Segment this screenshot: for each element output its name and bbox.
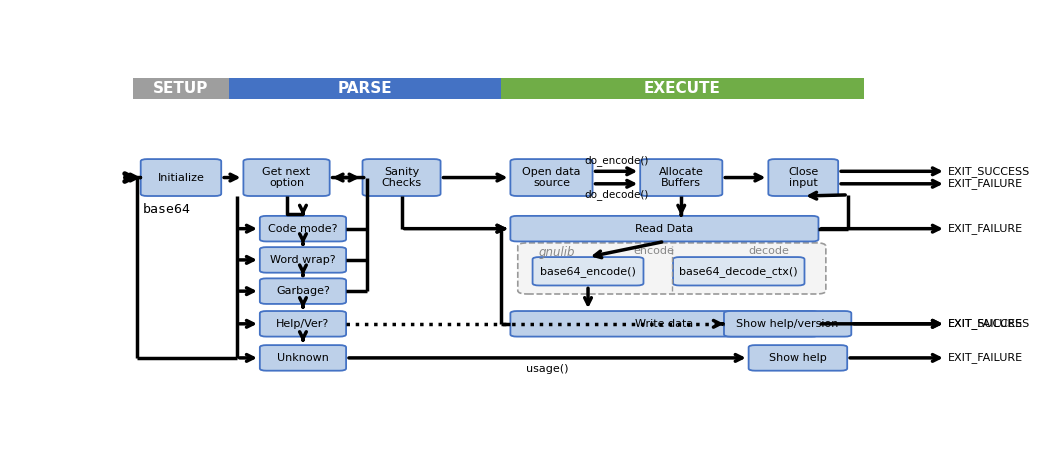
Bar [229,78,500,99]
FancyBboxPatch shape [141,159,222,196]
FancyBboxPatch shape [532,257,643,285]
Text: encode: encode [633,246,674,256]
Text: Show help/version: Show help/version [737,319,838,329]
Text: do_encode(): do_encode() [584,155,649,166]
Text: Code mode?: Code mode? [268,224,338,234]
Text: EXIT_SUCCESS: EXIT_SUCCESS [949,318,1030,329]
Text: EXIT_FAILURE: EXIT_FAILURE [949,318,1023,329]
Text: EXIT_FAILURE: EXIT_FAILURE [949,223,1023,234]
Text: Help/Ver?: Help/Ver? [277,319,330,329]
Text: base64_decode_ctx(): base64_decode_ctx() [679,266,798,277]
Text: Read Data: Read Data [635,224,693,234]
Text: gnulib: gnulib [538,246,576,259]
FancyBboxPatch shape [260,345,346,371]
Text: base64_encode(): base64_encode() [541,266,636,277]
FancyBboxPatch shape [517,243,826,294]
FancyBboxPatch shape [511,216,818,242]
Text: Initialize: Initialize [158,172,205,183]
FancyBboxPatch shape [260,279,346,304]
FancyBboxPatch shape [640,159,722,196]
Text: do_decode(): do_decode() [584,189,649,200]
Text: EXIT_FAILURE: EXIT_FAILURE [949,178,1023,189]
Text: Get next
option: Get next option [263,167,311,189]
FancyBboxPatch shape [511,159,593,196]
Text: base64: base64 [142,203,191,216]
Text: Word wrap?: Word wrap? [270,255,336,265]
Text: decode: decode [748,246,789,256]
Text: Garbage?: Garbage? [276,286,330,296]
Text: PARSE: PARSE [338,81,392,96]
FancyBboxPatch shape [260,247,346,273]
Text: EXECUTE: EXECUTE [643,81,721,96]
FancyBboxPatch shape [511,311,818,337]
Text: Show help: Show help [770,353,827,363]
Text: usage(): usage() [526,364,568,374]
Text: EXIT_SUCCESS: EXIT_SUCCESS [949,166,1030,177]
FancyBboxPatch shape [748,345,847,371]
FancyBboxPatch shape [363,159,441,196]
Text: SETUP: SETUP [154,81,209,96]
FancyBboxPatch shape [244,159,330,196]
Text: Open data
source: Open data source [523,167,581,189]
Bar [500,78,864,99]
FancyBboxPatch shape [260,311,346,337]
FancyBboxPatch shape [260,216,346,242]
Bar [132,78,229,99]
Text: Allocate
Buffers: Allocate Buffers [659,167,704,189]
FancyBboxPatch shape [768,159,838,196]
Text: Unknown: Unknown [277,353,329,363]
Text: Sanity
Checks: Sanity Checks [382,167,422,189]
FancyBboxPatch shape [673,257,805,285]
Text: Write data: Write data [635,319,693,329]
Text: EXIT_FAILURE: EXIT_FAILURE [949,352,1023,363]
Text: Close
input: Close input [789,167,818,189]
FancyBboxPatch shape [724,311,851,337]
